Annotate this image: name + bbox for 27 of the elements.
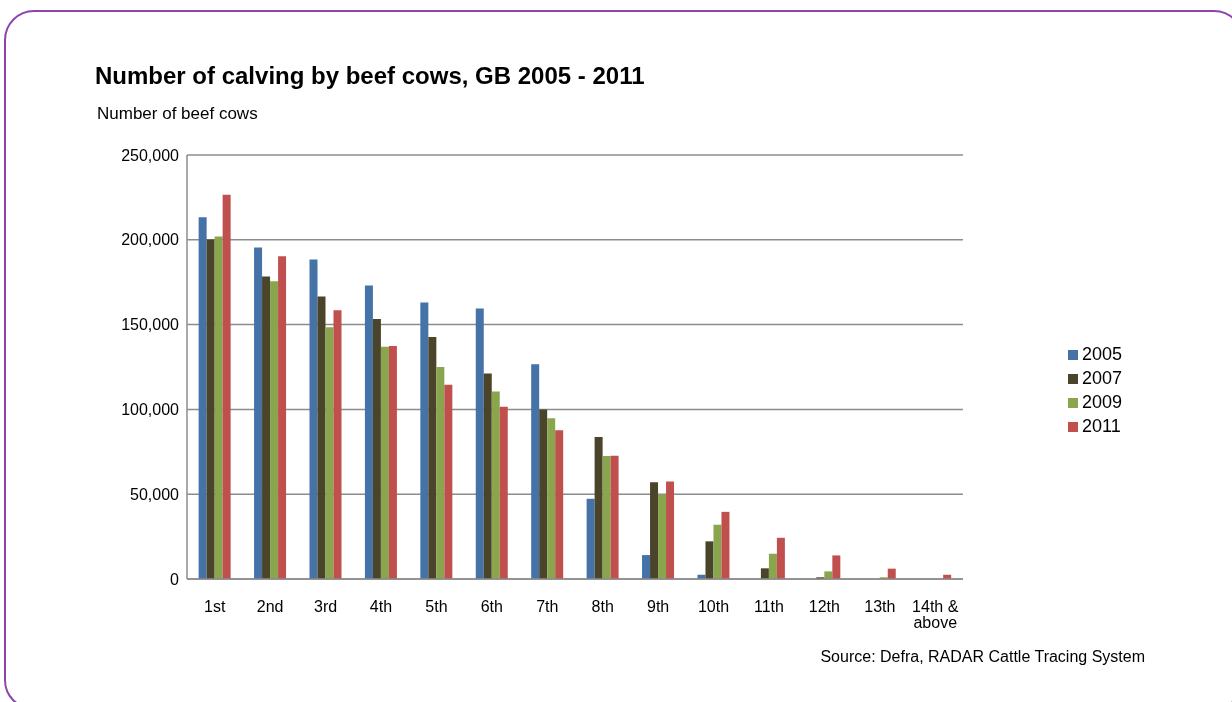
x-tick-label: 3rd: [314, 598, 338, 616]
legend-label: 2007: [1081, 368, 1122, 388]
x-tick-label: 2nd: [256, 598, 284, 616]
x-tick-label: 10th: [697, 598, 730, 616]
legend-label: 2011: [1081, 416, 1121, 436]
legend-label: 2009: [1081, 392, 1122, 412]
y-tick-label: 200,000: [121, 231, 180, 249]
source-note: Source: Defra, RADAR Cattle Tracing System: [820, 648, 1145, 666]
y-tick-label: 150,000: [121, 316, 180, 334]
x-tick-label: 9th: [646, 598, 670, 616]
y-axis-title: Number of beef cows: [97, 104, 258, 124]
x-tick-label: 14th & above: [912, 598, 959, 632]
chart-title: Number of calving by beef cows, GB 2005 - 2011: [95, 62, 645, 90]
legend-label: 2005: [1081, 344, 1122, 364]
y-tick-label: 0: [170, 570, 180, 588]
y-tick-label: 50,000: [130, 485, 180, 503]
x-tick-label: 12th: [808, 598, 840, 616]
x-tick-label: 1st: [204, 598, 226, 616]
x-tick-label: 8th: [591, 598, 614, 616]
x-tick-label: 11th: [753, 598, 784, 616]
x-tick-label: 13th: [864, 598, 896, 616]
x-tick-label: 4th: [369, 598, 393, 616]
y-tick-label: 100,000: [121, 401, 180, 419]
x-tick-label: 7th: [536, 598, 559, 616]
x-tick-label: 5th: [425, 598, 448, 616]
y-tick-label: 250,000: [121, 146, 180, 164]
x-tick-label: 6th: [480, 598, 503, 616]
